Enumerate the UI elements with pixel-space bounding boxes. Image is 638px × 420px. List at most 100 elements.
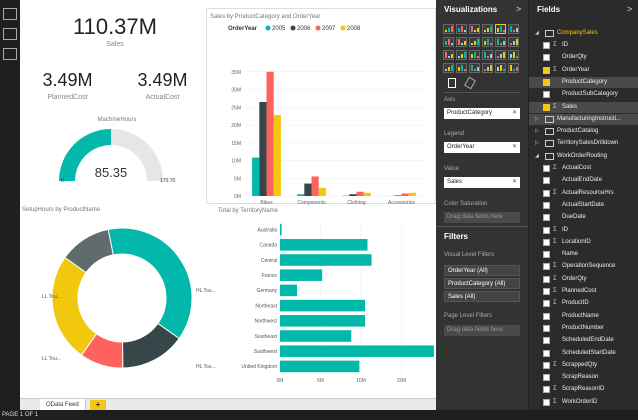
visual-type-icon[interactable] [495, 50, 506, 60]
remove-legend-field-icon[interactable]: ✕ [511, 144, 517, 150]
field-item[interactable]: Σ LocationID [529, 237, 638, 248]
expand-table-icon[interactable]: ▷ [535, 140, 539, 147]
format-tab-icon[interactable] [464, 76, 476, 90]
field-checkbox[interactable] [543, 54, 550, 62]
data-view-icon[interactable] [3, 28, 17, 40]
field-checkbox[interactable] [543, 103, 550, 111]
visual-type-icon[interactable] [456, 24, 467, 34]
field-item[interactable]: ▷ ManufacturingInstructi... [529, 113, 638, 125]
column-bar[interactable] [349, 194, 357, 196]
visual-type-icon[interactable] [508, 50, 519, 60]
field-item[interactable]: ProductSubCategory [529, 89, 638, 100]
visual-type-icon[interactable] [469, 63, 480, 73]
territory-bar[interactable] [280, 315, 366, 327]
field-checkbox[interactable] [543, 165, 550, 172]
column-bar[interactable] [273, 115, 281, 196]
visual-type-icon[interactable] [469, 24, 480, 34]
visual-type-icon[interactable] [508, 24, 519, 34]
column-bar[interactable] [259, 101, 267, 196]
collapse-visualizations-icon[interactable]: > [516, 4, 522, 14]
visual-type-icon[interactable] [456, 50, 467, 60]
column-bar[interactable] [252, 157, 260, 196]
filter-productcategory[interactable]: ProductCategory (All) [444, 278, 520, 289]
visual-type-icon[interactable] [482, 63, 493, 73]
territory-bar-chart[interactable]: 0M5M10M15M20MAustraliaCanadaCentralFranc… [210, 214, 436, 396]
column-bar[interactable] [408, 192, 416, 196]
field-item[interactable]: Σ OrderYear [529, 65, 638, 76]
legend-entry[interactable]: 2006 [297, 26, 311, 32]
field-checkbox[interactable] [543, 324, 550, 332]
column-bar[interactable] [363, 192, 371, 196]
field-item[interactable]: ProductCategory [529, 76, 638, 88]
field-item[interactable]: Σ OrderQty [529, 274, 638, 285]
fields-tab-icon[interactable] [448, 78, 456, 88]
collapse-table-icon[interactable]: ◢ [535, 152, 539, 159]
field-item[interactable]: Σ ScrapReasonID [529, 384, 638, 395]
field-item[interactable]: Σ ID [529, 225, 638, 236]
field-item[interactable]: ScheduledStartDate [529, 348, 638, 359]
field-item[interactable]: OrderQty [529, 52, 638, 63]
field-checkbox[interactable] [543, 374, 550, 382]
remove-value-field-icon[interactable]: ✕ [511, 179, 517, 185]
visual-type-icon[interactable] [495, 37, 506, 47]
visual-type-icon[interactable] [482, 24, 493, 34]
filter-orderyear[interactable]: OrderYear (All) [444, 265, 520, 276]
field-item[interactable]: Σ ActualCost [529, 163, 638, 174]
visual-type-icon[interactable] [443, 37, 454, 47]
page-tab-odata-feed[interactable]: OData Feed [40, 399, 86, 411]
field-checkbox[interactable] [543, 300, 550, 308]
column-bar[interactable] [401, 193, 409, 196]
field-table-companysales[interactable]: ◢ CompanySales [529, 28, 638, 39]
field-checkbox[interactable] [543, 66, 550, 74]
field-checkbox[interactable] [543, 214, 550, 222]
column-bar[interactable] [394, 195, 402, 196]
column-bar[interactable] [356, 191, 364, 196]
visual-type-icon[interactable] [443, 50, 454, 60]
field-item[interactable]: ◢ WorkOrderRouting [529, 151, 638, 162]
field-item[interactable]: Σ WorkOrderID [529, 397, 638, 408]
remove-axis-field-icon[interactable]: ✕ [511, 110, 517, 116]
field-checkbox[interactable] [543, 91, 550, 99]
field-item[interactable]: ScrapReason [529, 372, 638, 383]
territory-bar[interactable] [280, 284, 298, 297]
expand-table-icon[interactable]: ▷ [535, 128, 539, 135]
value-field-well[interactable]: Sales ✕ [444, 177, 520, 188]
field-item[interactable]: Σ ID [529, 40, 638, 51]
visual-type-icon[interactable] [508, 37, 519, 47]
donut-slice[interactable] [64, 228, 114, 274]
field-checkbox[interactable] [543, 288, 550, 295]
column-bar[interactable] [266, 71, 274, 196]
legend-entry[interactable]: 2007 [322, 26, 336, 32]
relationships-view-icon[interactable] [3, 48, 17, 60]
field-checkbox[interactable] [543, 238, 550, 246]
color-saturation-drop-zone[interactable]: Drag data fields here [444, 212, 520, 223]
column-bar[interactable] [311, 176, 319, 196]
field-checkbox[interactable] [543, 337, 550, 345]
field-item[interactable]: Σ PlannedCost [529, 286, 638, 297]
visual-type-icon[interactable] [443, 63, 454, 73]
legend-entry[interactable]: 2005 [272, 26, 286, 32]
visual-type-icon[interactable] [469, 50, 480, 60]
field-checkbox[interactable] [543, 398, 550, 406]
territory-bar[interactable] [280, 223, 282, 236]
territory-bar[interactable] [280, 254, 372, 266]
field-item[interactable]: ScheduledEndDate [529, 335, 638, 346]
field-checkbox[interactable] [543, 349, 550, 357]
field-item[interactable]: ActualEndDate [529, 175, 638, 186]
column-bar[interactable] [297, 194, 305, 196]
field-item[interactable]: Σ ProductID [529, 298, 638, 309]
expand-table-icon[interactable]: ◢ [535, 30, 539, 36]
field-checkbox[interactable] [543, 201, 550, 209]
sales-column-chart[interactable]: OrderYear 2005 2006 2007 2008 0M 5M 10M 15M 20M 25… [206, 20, 434, 208]
filter-sales[interactable]: Sales (All) [444, 291, 520, 302]
report-view-icon[interactable] [3, 8, 17, 20]
field-item[interactable]: DueDate [529, 212, 638, 223]
territory-bar[interactable] [280, 330, 352, 342]
column-bar[interactable] [318, 187, 326, 196]
field-checkbox[interactable] [543, 251, 550, 259]
visual-type-icon[interactable] [482, 50, 493, 60]
territory-bar[interactable] [280, 269, 323, 281]
field-item[interactable]: ActualStartDate [529, 200, 638, 211]
field-checkbox[interactable] [543, 312, 550, 320]
column-chart-frame[interactable] [206, 8, 436, 204]
